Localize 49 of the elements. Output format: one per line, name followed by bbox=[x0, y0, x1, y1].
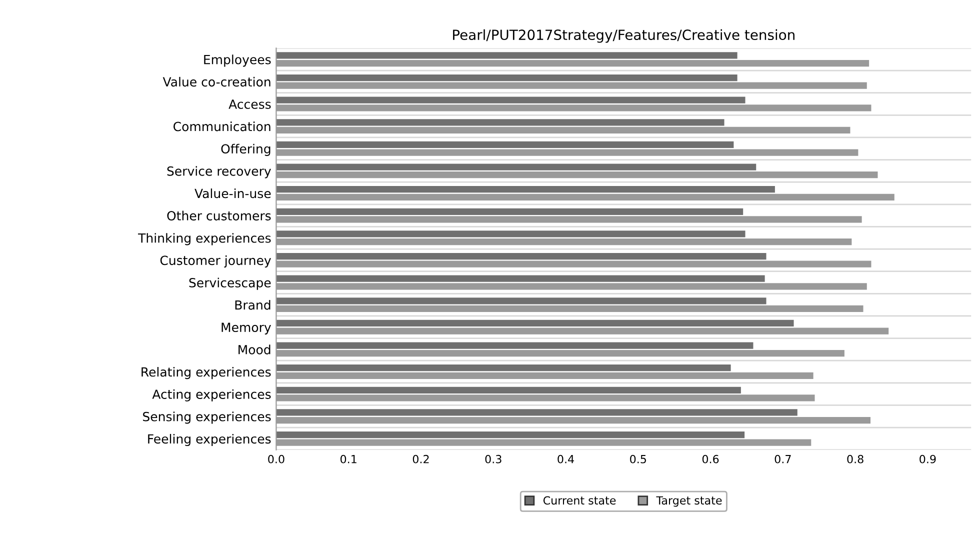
x-tick-label: 0.4 bbox=[558, 454, 574, 464]
y-tick-label: Communication bbox=[174, 122, 270, 132]
chart-title: Pearl/PUT2017Strategy/Features/Creative tension bbox=[453, 29, 794, 43]
legend-label: Current state bbox=[543, 496, 616, 505]
bar bbox=[276, 119, 724, 126]
bar bbox=[276, 208, 744, 215]
x-tick-label: 0.6 bbox=[702, 454, 719, 464]
y-tick-label: Thinking experiences bbox=[138, 233, 271, 246]
x-tick-label: 0.1 bbox=[340, 454, 356, 464]
bar bbox=[276, 275, 765, 282]
x-tick-label: 0.0 bbox=[268, 454, 284, 464]
y-tick-label: Value co-creation bbox=[162, 76, 270, 87]
x-tick-label: 0.7 bbox=[774, 454, 791, 464]
bar bbox=[276, 186, 775, 193]
y-tick-label: Offering bbox=[221, 144, 270, 156]
bar bbox=[276, 230, 746, 238]
bar bbox=[276, 431, 745, 438]
bar bbox=[276, 252, 766, 260]
bar bbox=[276, 96, 746, 104]
y-tick-label: Sensing experiences bbox=[143, 412, 271, 424]
bar bbox=[276, 342, 754, 349]
bar bbox=[276, 320, 794, 327]
y-tick-label: Feeling experiences bbox=[148, 434, 271, 446]
y-tick-label: Servicescape bbox=[189, 278, 271, 290]
y-tick-label: Employees bbox=[204, 54, 271, 67]
y-tick-label: Brand bbox=[235, 300, 270, 310]
bar bbox=[276, 409, 798, 416]
x-tick-label: 0.9 bbox=[920, 454, 936, 464]
legend-label: Target state bbox=[656, 496, 722, 507]
y-tick-label: Memory bbox=[222, 322, 271, 334]
bar bbox=[276, 386, 741, 394]
y-tick-label: Access bbox=[228, 100, 271, 109]
bar bbox=[276, 52, 738, 59]
bar bbox=[276, 164, 756, 170]
y-tick-label: Acting experiences bbox=[152, 389, 271, 402]
bar bbox=[276, 364, 731, 372]
bar bbox=[276, 141, 734, 148]
y-tick-label: Value-in-use bbox=[194, 188, 271, 198]
y-tick-label: Customer journey bbox=[160, 255, 271, 268]
x-tick-label: 0.3 bbox=[485, 454, 502, 464]
bar bbox=[276, 74, 738, 82]
x-tick-label: 0.2 bbox=[412, 454, 429, 464]
y-tick-label: Service recovery bbox=[167, 166, 271, 178]
x-tick-label: 0.8 bbox=[847, 454, 864, 464]
y-tick-label: Other customers bbox=[167, 210, 271, 220]
y-tick-label: Relating experiences bbox=[142, 367, 271, 380]
x-tick-label: 0.5 bbox=[630, 454, 646, 464]
y-tick-label: Mood bbox=[238, 344, 270, 354]
bar bbox=[276, 298, 766, 304]
